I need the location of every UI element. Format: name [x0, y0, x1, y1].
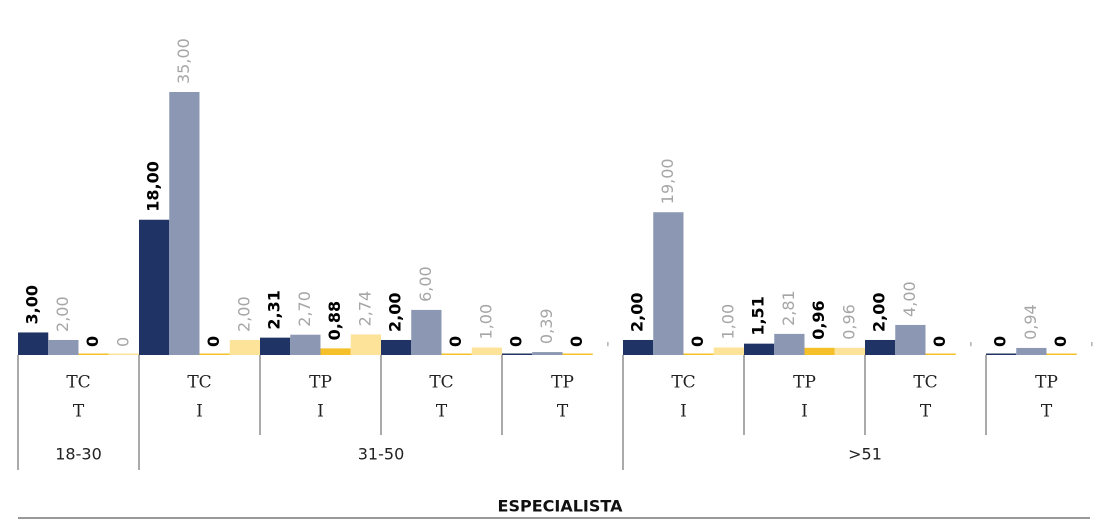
bar: [411, 309, 442, 355]
bar: [48, 339, 79, 355]
category-label: TP: [551, 373, 574, 393]
bar: [925, 353, 956, 355]
value-label: 0: [991, 336, 1010, 347]
bar: [986, 353, 1017, 355]
chart-title: ESPECIALISTA: [498, 497, 624, 516]
value-label: 0: [1051, 336, 1070, 347]
value-label: 0: [446, 336, 465, 347]
bar: [865, 339, 896, 355]
value-label: 2,00: [870, 292, 889, 331]
value-label: 2,74: [355, 291, 374, 327]
bar: [260, 337, 291, 355]
value-label: 2,31: [265, 290, 284, 329]
bar: [1016, 347, 1047, 355]
value-label: 1,51: [749, 296, 768, 335]
bar: [18, 332, 49, 355]
bar: [78, 353, 109, 355]
value-label: -: [597, 341, 616, 347]
value-label: 1,00: [718, 304, 737, 340]
value-label: 0: [113, 337, 132, 347]
category-label: TC: [187, 373, 211, 393]
bar: [744, 343, 775, 355]
bar: [713, 347, 744, 355]
value-label: 2,00: [386, 292, 405, 331]
value-label: 18,00: [144, 161, 163, 212]
value-label: 35,00: [174, 38, 193, 84]
category-label: I: [317, 402, 324, 422]
category-label: T: [436, 402, 448, 422]
value-label: 0: [204, 336, 223, 347]
bar: [139, 219, 170, 355]
bar: [381, 339, 412, 355]
bar: [199, 353, 230, 355]
value-label: 2,00: [53, 296, 72, 332]
value-label: 0,88: [325, 301, 344, 340]
value-label: 2,00: [628, 292, 647, 331]
value-label: 0,96: [839, 304, 858, 340]
bar: [653, 212, 684, 355]
group-label: >51: [848, 445, 882, 464]
bar: [532, 352, 563, 355]
category-label: TP: [1035, 373, 1058, 393]
category-label: TC: [66, 373, 90, 393]
bar: [350, 334, 381, 355]
bar: [229, 339, 260, 355]
category-label: T: [73, 402, 85, 422]
category-label: T: [1041, 402, 1053, 422]
value-label: 2,70: [295, 291, 314, 327]
value-label: 0: [83, 336, 102, 347]
value-label: 0,94: [1021, 304, 1040, 340]
category-label: TC: [429, 373, 453, 393]
value-label: 4,00: [900, 281, 919, 317]
category-label: I: [196, 402, 203, 422]
value-label: 0,96: [809, 300, 828, 339]
bar: [1046, 353, 1077, 355]
bar: [441, 353, 472, 355]
bar: [623, 339, 654, 355]
value-label: 2,81: [779, 290, 798, 326]
value-label: 0: [507, 336, 526, 347]
category-label: TP: [309, 373, 332, 393]
value-label: 0: [688, 336, 707, 347]
category-label: TC: [671, 373, 695, 393]
bar: [290, 334, 321, 355]
value-label: -: [960, 341, 979, 347]
bar: [895, 324, 926, 355]
value-label: 3,00: [23, 285, 42, 324]
group-label: 18-30: [55, 445, 102, 464]
bar: [108, 353, 139, 355]
group-label: 31-50: [358, 445, 405, 464]
value-label: 1,00: [476, 304, 495, 340]
category-label: I: [801, 402, 808, 422]
bar: [502, 353, 533, 355]
bar: [804, 347, 835, 355]
category-label: T: [557, 402, 569, 422]
bar: [562, 353, 593, 355]
value-label: 0: [930, 336, 949, 347]
bar: [834, 347, 865, 355]
category-label: TP: [793, 373, 816, 393]
value-label: 0: [567, 336, 586, 347]
category-label: TC: [913, 373, 937, 393]
bar: [683, 353, 714, 355]
value-label: 19,00: [658, 158, 677, 204]
value-label: 6,00: [416, 266, 435, 302]
category-label: I: [680, 402, 687, 422]
value-label: 0,39: [537, 308, 556, 344]
value-label: -: [1081, 341, 1097, 347]
bar: [320, 348, 351, 355]
bar: [471, 347, 502, 355]
bar: [774, 333, 805, 355]
bar: [169, 92, 200, 355]
category-label: T: [920, 402, 932, 422]
value-label: 2,00: [234, 296, 253, 332]
